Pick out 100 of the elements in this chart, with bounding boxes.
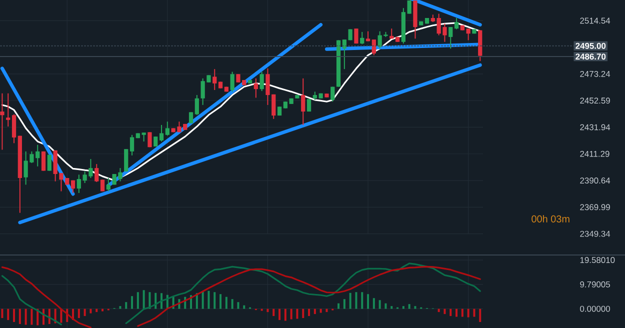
bar (326, 308, 328, 312)
candlestick (165, 121, 170, 136)
bar (78, 308, 80, 318)
y-tick-label: 2411.29 (580, 150, 610, 157)
y-tick-label: 2514.54 (580, 18, 610, 24)
bar (1, 308, 4, 318)
bar (18, 308, 21, 324)
y-tick-label: 0.00000 (580, 306, 610, 312)
ref-line-label: 2495.00 (576, 42, 606, 49)
bar (24, 308, 27, 325)
bar (467, 308, 470, 318)
bar (461, 308, 464, 317)
candlestick (448, 26, 453, 50)
bar (320, 308, 322, 313)
bar (378, 300, 381, 309)
bar (355, 292, 358, 309)
candlestick (76, 174, 81, 194)
candlestick (130, 134, 134, 156)
bar (278, 308, 281, 320)
bar (372, 298, 375, 309)
candlestick (41, 150, 46, 172)
bar (136, 292, 139, 309)
bar (142, 290, 145, 309)
bar (208, 290, 210, 309)
candlestick (94, 164, 99, 182)
candlestick (306, 98, 312, 112)
ref-line-label: 2486.70 (576, 54, 606, 60)
y-tick-label: 9.79005 (580, 281, 610, 288)
bar (96, 308, 98, 312)
y-tick-label: 2452.59 (580, 98, 610, 104)
bar (214, 292, 216, 309)
bar (343, 299, 346, 309)
bar (102, 308, 104, 312)
bar (125, 302, 128, 309)
candlestick (100, 179, 105, 192)
y-tick-label: 2369.99 (580, 204, 610, 210)
candlestick (12, 114, 16, 144)
bar (367, 294, 370, 309)
candlestick (466, 28, 470, 41)
y-tick-label: 2349.34 (580, 230, 610, 237)
bar (302, 308, 304, 318)
bar (272, 308, 275, 316)
line-series (1, 275, 62, 326)
bar (237, 302, 240, 309)
candlestick (360, 31, 364, 45)
candlestick (159, 124, 164, 142)
bar (438, 308, 440, 312)
candlestick (354, 28, 358, 44)
line-series (1, 266, 92, 328)
bar (314, 308, 316, 314)
bar (338, 303, 340, 309)
bar (30, 308, 33, 325)
bar (284, 308, 286, 321)
bar (402, 306, 404, 309)
bar (220, 294, 222, 309)
y-tick-label: 2390.64 (580, 178, 610, 184)
candlestick (6, 92, 10, 128)
bar (444, 308, 446, 314)
candlestick (124, 148, 128, 172)
bar (148, 292, 151, 309)
candlestick (106, 177, 110, 192)
candlestick (0, 92, 4, 150)
candlestick (230, 71, 234, 92)
candlestick (47, 154, 52, 172)
bar (349, 292, 352, 309)
bar (408, 304, 410, 309)
bar (243, 305, 246, 309)
bar (479, 308, 482, 322)
bar (13, 308, 16, 322)
text: 00h 03m (532, 215, 570, 222)
candlestick (70, 180, 76, 194)
bar (84, 308, 86, 316)
bar (231, 299, 234, 309)
candlestick (254, 78, 258, 98)
candlestick (301, 78, 306, 126)
bar (290, 308, 292, 320)
y-tick-label: 2473.24 (580, 70, 610, 77)
candlestick (194, 94, 199, 116)
candlestick (330, 86, 335, 102)
bar (473, 308, 476, 317)
bar (266, 308, 269, 312)
bar (202, 291, 204, 309)
bar (450, 308, 452, 316)
candlestick (372, 39, 376, 56)
bar (384, 303, 387, 309)
bar (296, 308, 298, 319)
candlestick (188, 112, 194, 124)
candlestick (342, 39, 346, 70)
y-tick-label: 2431.94 (580, 124, 610, 130)
bar (225, 296, 228, 309)
bar (90, 308, 92, 314)
candlestick (212, 68, 217, 90)
bar (7, 308, 10, 320)
bar (390, 306, 393, 309)
bar (308, 308, 310, 316)
candlestick (148, 132, 152, 148)
candlestick (454, 18, 459, 30)
y-tick-label: 19.58010 (580, 257, 615, 264)
bar (414, 306, 416, 309)
bar (456, 308, 458, 317)
